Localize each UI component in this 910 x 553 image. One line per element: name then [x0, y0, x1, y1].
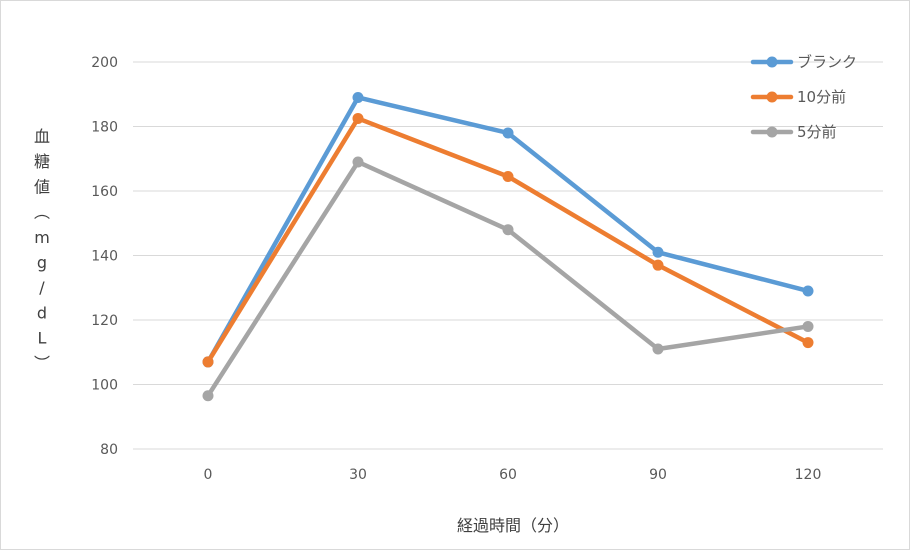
y-tick-label: 140: [91, 249, 118, 265]
legend-swatch-marker: [766, 91, 778, 103]
y-axis-title-char: 値: [34, 177, 50, 196]
x-axis-tick-labels: 0 30 60 90 120: [204, 467, 822, 483]
series-line: [205, 159, 811, 399]
data-point: [652, 246, 664, 258]
y-axis-title-char: /: [39, 278, 45, 297]
data-point: [502, 127, 514, 139]
data-point: [802, 285, 814, 297]
y-tick-label: 120: [91, 313, 118, 329]
data-point: [802, 337, 814, 349]
x-tick-label: 60: [499, 467, 517, 483]
data-point: [502, 170, 514, 182]
y-axis-title: 血糖値 ︵ mg / dL ︶: [34, 127, 50, 373]
data-point: [352, 156, 364, 168]
legend-label: ブランク: [797, 53, 857, 71]
legend-item: ブランク: [750, 53, 857, 71]
y-axis-tick-labels: 80 100 120 140 160 180 200: [91, 55, 118, 458]
data-point: [352, 112, 364, 124]
legend-label: 10分前: [797, 88, 846, 106]
legend-item: 5分前: [750, 123, 837, 141]
data-point: [652, 343, 664, 355]
y-axis-title-char: 血: [34, 127, 50, 146]
series-2: [202, 156, 814, 402]
data-point: [502, 224, 514, 236]
legend: ブランク 10分前 5分前: [750, 53, 857, 141]
legend-label: 5分前: [797, 123, 837, 141]
x-axis-title: 経過時間（分）: [457, 516, 569, 535]
data-point: [352, 91, 364, 103]
y-axis-title-char: d: [37, 303, 47, 322]
y-tick-label: 200: [91, 55, 118, 71]
y-tick-label: 160: [91, 184, 118, 200]
series-1: [202, 112, 814, 368]
data-point: [202, 356, 214, 368]
x-tick-label: 90: [649, 467, 667, 483]
series-0: [202, 91, 814, 368]
y-tick-label: 180: [91, 120, 118, 136]
data-point: [802, 320, 814, 332]
y-axis-title-char: m: [34, 228, 50, 247]
series-line: [205, 116, 811, 365]
legend-item: 10分前: [750, 88, 846, 106]
y-axis-title-char: g: [37, 253, 47, 272]
data-point: [652, 259, 664, 271]
y-axis-title-char: L: [38, 329, 47, 348]
data-point: [202, 390, 214, 402]
y-axis-title-char: ︵: [34, 203, 50, 222]
x-tick-label: 120: [795, 467, 822, 483]
gridlines: [133, 61, 883, 450]
series-lines: [202, 91, 814, 402]
x-tick-label: 30: [349, 467, 367, 483]
y-axis-title-char: 糖: [34, 152, 50, 171]
y-tick-label: 80: [100, 442, 118, 458]
legend-swatch-marker: [766, 126, 778, 138]
x-tick-label: 0: [204, 467, 213, 483]
y-tick-label: 100: [91, 378, 118, 394]
legend-swatch-marker: [766, 56, 778, 68]
y-axis-title-char: ︶: [34, 354, 50, 373]
